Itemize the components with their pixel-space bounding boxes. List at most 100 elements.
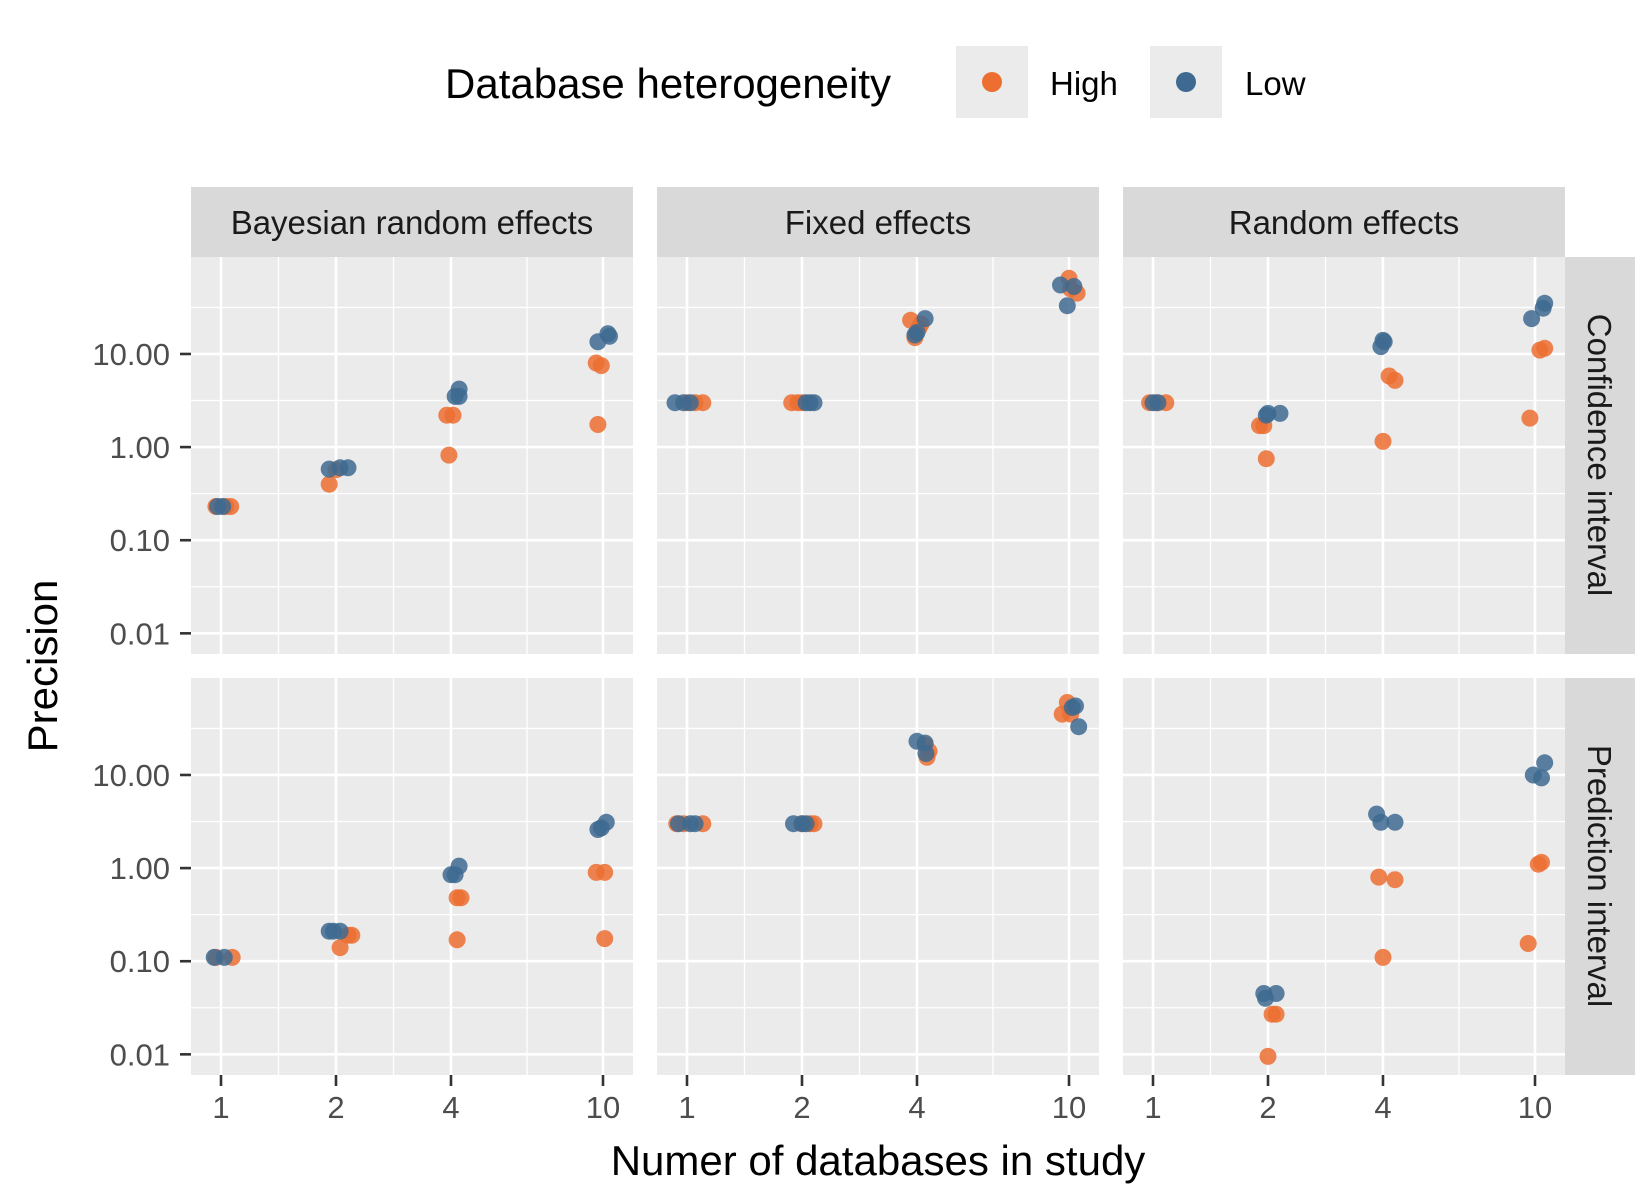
data-point-low [1372, 813, 1390, 831]
data-point-low [1067, 697, 1084, 715]
data-point-high [694, 394, 712, 412]
x-tick-label: 1 [678, 1090, 695, 1125]
y-axis: 0.01 0.10 1.00 10.00 0.01 0.10 1.00 10.00 [92, 337, 191, 1072]
data-point-low [450, 857, 468, 875]
facet-panel [191, 678, 633, 1075]
y-tick-label: 1.00 [110, 851, 170, 886]
data-point-high [1370, 868, 1388, 886]
row-strips: Confidence interval Prediction interval [1565, 257, 1635, 1075]
data-point-high [1257, 450, 1275, 468]
data-point-high [452, 889, 470, 907]
data-point-low [601, 327, 618, 345]
data-point-high [589, 416, 607, 433]
strip-label-fixed: Fixed effects [785, 204, 971, 241]
data-point-high [1521, 409, 1539, 427]
strip-label-bayesian: Bayesian random effects [231, 204, 594, 241]
x-tick-label: 4 [1374, 1090, 1391, 1125]
facet-panel [191, 257, 633, 654]
data-point-high [596, 930, 614, 948]
data-point-low [215, 948, 233, 966]
x-axis: 1 2 4 10 1 2 4 10 1 2 4 10 [212, 1075, 1552, 1125]
x-tick-label: 10 [1052, 1090, 1086, 1125]
data-point-high [1267, 1005, 1285, 1023]
data-point-low [1536, 294, 1554, 312]
x-axis-title: Numer of databases in study [611, 1137, 1146, 1184]
x-tick-label: 1 [1144, 1090, 1161, 1125]
x-tick-label: 10 [1518, 1090, 1552, 1125]
data-point-high [448, 931, 466, 949]
strip-label-prediction: Prediction interval [1581, 745, 1618, 1007]
legend-title: Database heterogeneity [445, 60, 891, 107]
data-point-low [1058, 297, 1076, 315]
data-point-low [1533, 769, 1550, 787]
data-point-high [1386, 371, 1404, 389]
strip-label-confidence: Confidence interval [1581, 314, 1618, 597]
x-tick-label: 2 [1259, 1090, 1276, 1125]
y-tick-label: 0.01 [110, 1037, 170, 1072]
data-point-low [1052, 276, 1069, 294]
y-tick-label: 1.00 [110, 430, 170, 465]
strip-fixed [657, 187, 1099, 257]
data-point-low [917, 745, 935, 762]
x-tick-label: 4 [442, 1090, 459, 1125]
legend-marker-high [982, 72, 1002, 92]
data-point-low [1523, 310, 1541, 328]
y-axis-title: Precision [19, 580, 66, 753]
x-tick-label: 1 [212, 1090, 229, 1125]
data-point-low [450, 387, 468, 405]
panel-background [1123, 678, 1565, 1075]
facet-panel [1123, 678, 1565, 1075]
data-point-low [339, 459, 357, 477]
panel-background [1123, 257, 1565, 654]
data-point-low [214, 498, 232, 515]
data-point-low [1271, 404, 1289, 422]
data-point-low [670, 815, 687, 833]
data-point-high [440, 446, 458, 464]
data-point-high [1259, 1047, 1277, 1065]
data-point-low [1065, 278, 1083, 295]
data-point-high [331, 939, 349, 957]
legend-label-high: High [1050, 65, 1118, 102]
data-point-high [1386, 871, 1404, 889]
data-point-low [1536, 754, 1554, 772]
data-point-high [1374, 432, 1392, 450]
data-point-low [797, 815, 815, 833]
x-tick-label: 2 [327, 1090, 344, 1125]
data-point-high [592, 357, 610, 375]
data-point-high [1533, 853, 1550, 871]
panel-background [657, 678, 1099, 1075]
data-point-low [916, 310, 934, 328]
y-tick-label: 0.10 [110, 944, 170, 979]
data-point-low [1149, 394, 1167, 412]
data-point-low [1386, 813, 1404, 831]
panel-background [191, 257, 633, 654]
data-point-low [1070, 718, 1088, 736]
data-point-high [1374, 948, 1392, 966]
strip-confidence [1565, 257, 1635, 654]
y-tick-label: 0.01 [110, 616, 170, 651]
strip-label-random: Random effects [1229, 204, 1460, 241]
legend: Database heterogeneity High Low [445, 46, 1306, 118]
facet-panel [657, 257, 1099, 654]
y-tick-label: 10.00 [92, 758, 170, 793]
data-point-low [681, 394, 699, 412]
y-tick-label: 0.10 [110, 523, 170, 558]
facet-panel [1123, 257, 1565, 654]
panels [191, 257, 1565, 1075]
data-point-low [686, 815, 704, 833]
data-point-high [1519, 935, 1537, 952]
panel-background [191, 678, 633, 1075]
panel-background [657, 257, 1099, 654]
data-point-low [1375, 333, 1393, 351]
facet-panel [657, 678, 1099, 1075]
data-point-low [331, 922, 349, 940]
strip-bayesian [191, 187, 633, 257]
data-point-high [1536, 339, 1554, 357]
data-point-low [597, 813, 615, 831]
strip-random [1123, 187, 1565, 257]
data-point-high [444, 406, 462, 424]
data-point-low [1259, 404, 1277, 422]
strip-prediction [1565, 678, 1635, 1075]
column-strips: Bayesian random effects Fixed effects Ra… [191, 187, 1565, 257]
